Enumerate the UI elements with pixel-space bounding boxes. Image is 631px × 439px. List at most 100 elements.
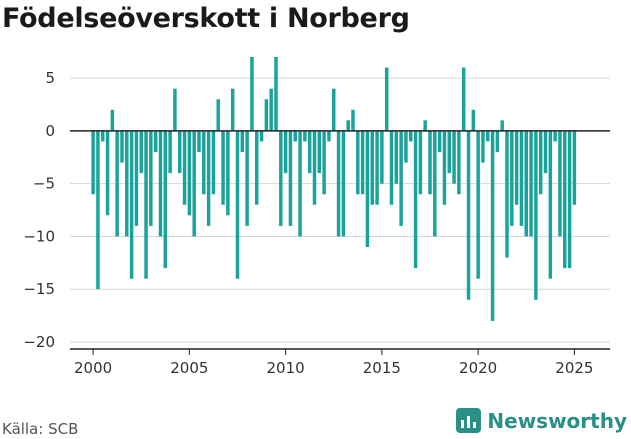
bar	[514, 130, 519, 205]
y-tick-label: 5	[45, 69, 55, 87]
bar	[91, 130, 95, 195]
bar	[288, 130, 293, 226]
bar	[134, 130, 139, 226]
bar	[433, 130, 437, 237]
bar	[163, 130, 168, 269]
bar	[452, 130, 456, 184]
bar	[298, 130, 302, 237]
brand-name: Newsworthy	[487, 408, 627, 433]
y-tick-label: −20	[23, 333, 55, 351]
bar	[457, 130, 461, 195]
bar	[365, 130, 370, 247]
bar	[495, 130, 500, 152]
bar	[226, 130, 230, 216]
bar	[529, 130, 533, 237]
bar	[240, 130, 245, 152]
bar	[437, 130, 442, 152]
bar	[534, 130, 538, 300]
bar	[105, 130, 110, 216]
bar	[96, 130, 100, 290]
bar	[490, 130, 495, 321]
bar	[192, 130, 196, 237]
bar	[356, 130, 360, 195]
bars	[91, 57, 577, 321]
bar	[332, 88, 336, 131]
bar	[548, 130, 553, 279]
y-tick-label: −10	[23, 227, 55, 245]
bar	[129, 130, 134, 279]
x-tick-label: 2010	[267, 359, 305, 377]
bar	[149, 130, 153, 226]
bar	[471, 109, 476, 131]
bar	[187, 130, 192, 216]
bar	[370, 130, 374, 205]
x-tick-label: 2005	[170, 359, 208, 377]
source-note: Källa: SCB	[2, 420, 79, 438]
bar	[317, 130, 322, 174]
bar	[567, 130, 572, 269]
bar	[173, 88, 177, 131]
bar	[524, 130, 528, 237]
bar	[481, 130, 485, 163]
bar	[538, 130, 543, 195]
bar	[572, 130, 577, 205]
bar	[197, 130, 201, 152]
bar	[360, 130, 365, 195]
bar	[389, 130, 394, 205]
bar	[558, 130, 562, 237]
x-axis: 2000 2005 2010 2015 2020 2025	[70, 348, 610, 377]
bar	[178, 130, 182, 174]
bar	[442, 130, 447, 205]
brand-logo: Newsworthy	[456, 408, 627, 433]
bar	[139, 130, 143, 174]
bar	[100, 130, 105, 142]
bar	[327, 130, 331, 142]
newsworthy-logo-icon	[456, 408, 482, 433]
bar	[211, 130, 216, 195]
bar	[384, 67, 389, 131]
bar	[409, 130, 413, 142]
bar	[144, 130, 148, 279]
bar	[423, 120, 427, 131]
bar	[158, 130, 163, 237]
bar	[221, 130, 225, 205]
bar	[428, 130, 432, 195]
x-tick-label: 2015	[363, 359, 401, 377]
bar	[230, 88, 235, 131]
bar	[255, 130, 259, 205]
bar	[279, 130, 283, 226]
bar	[216, 99, 220, 131]
bar	[259, 130, 264, 142]
bar	[235, 130, 240, 279]
y-tick-label: 0	[45, 122, 55, 140]
bar	[269, 88, 273, 131]
bar	[322, 130, 326, 195]
bar	[505, 130, 509, 258]
bar	[519, 130, 524, 226]
bar	[206, 130, 211, 226]
bar	[182, 130, 187, 205]
bar	[447, 130, 451, 174]
bar	[283, 130, 288, 174]
bar	[399, 130, 403, 226]
bar	[307, 130, 312, 174]
bar	[293, 130, 297, 142]
bar	[418, 130, 423, 195]
bar	[543, 130, 548, 174]
x-tick-label: 2020	[459, 359, 497, 377]
x-tick-label: 2025	[555, 359, 593, 377]
bar	[553, 130, 557, 142]
bar	[341, 130, 346, 237]
bar	[125, 130, 129, 237]
bar	[394, 130, 399, 184]
x-tick-label: 2000	[74, 359, 112, 377]
bar	[500, 120, 504, 131]
bar	[250, 57, 254, 131]
bar	[153, 130, 158, 152]
bar	[466, 130, 471, 300]
chart-title: Födelseöverskott i Norberg	[2, 3, 410, 34]
bar	[264, 99, 269, 131]
bar	[351, 109, 355, 131]
bar	[413, 130, 418, 269]
